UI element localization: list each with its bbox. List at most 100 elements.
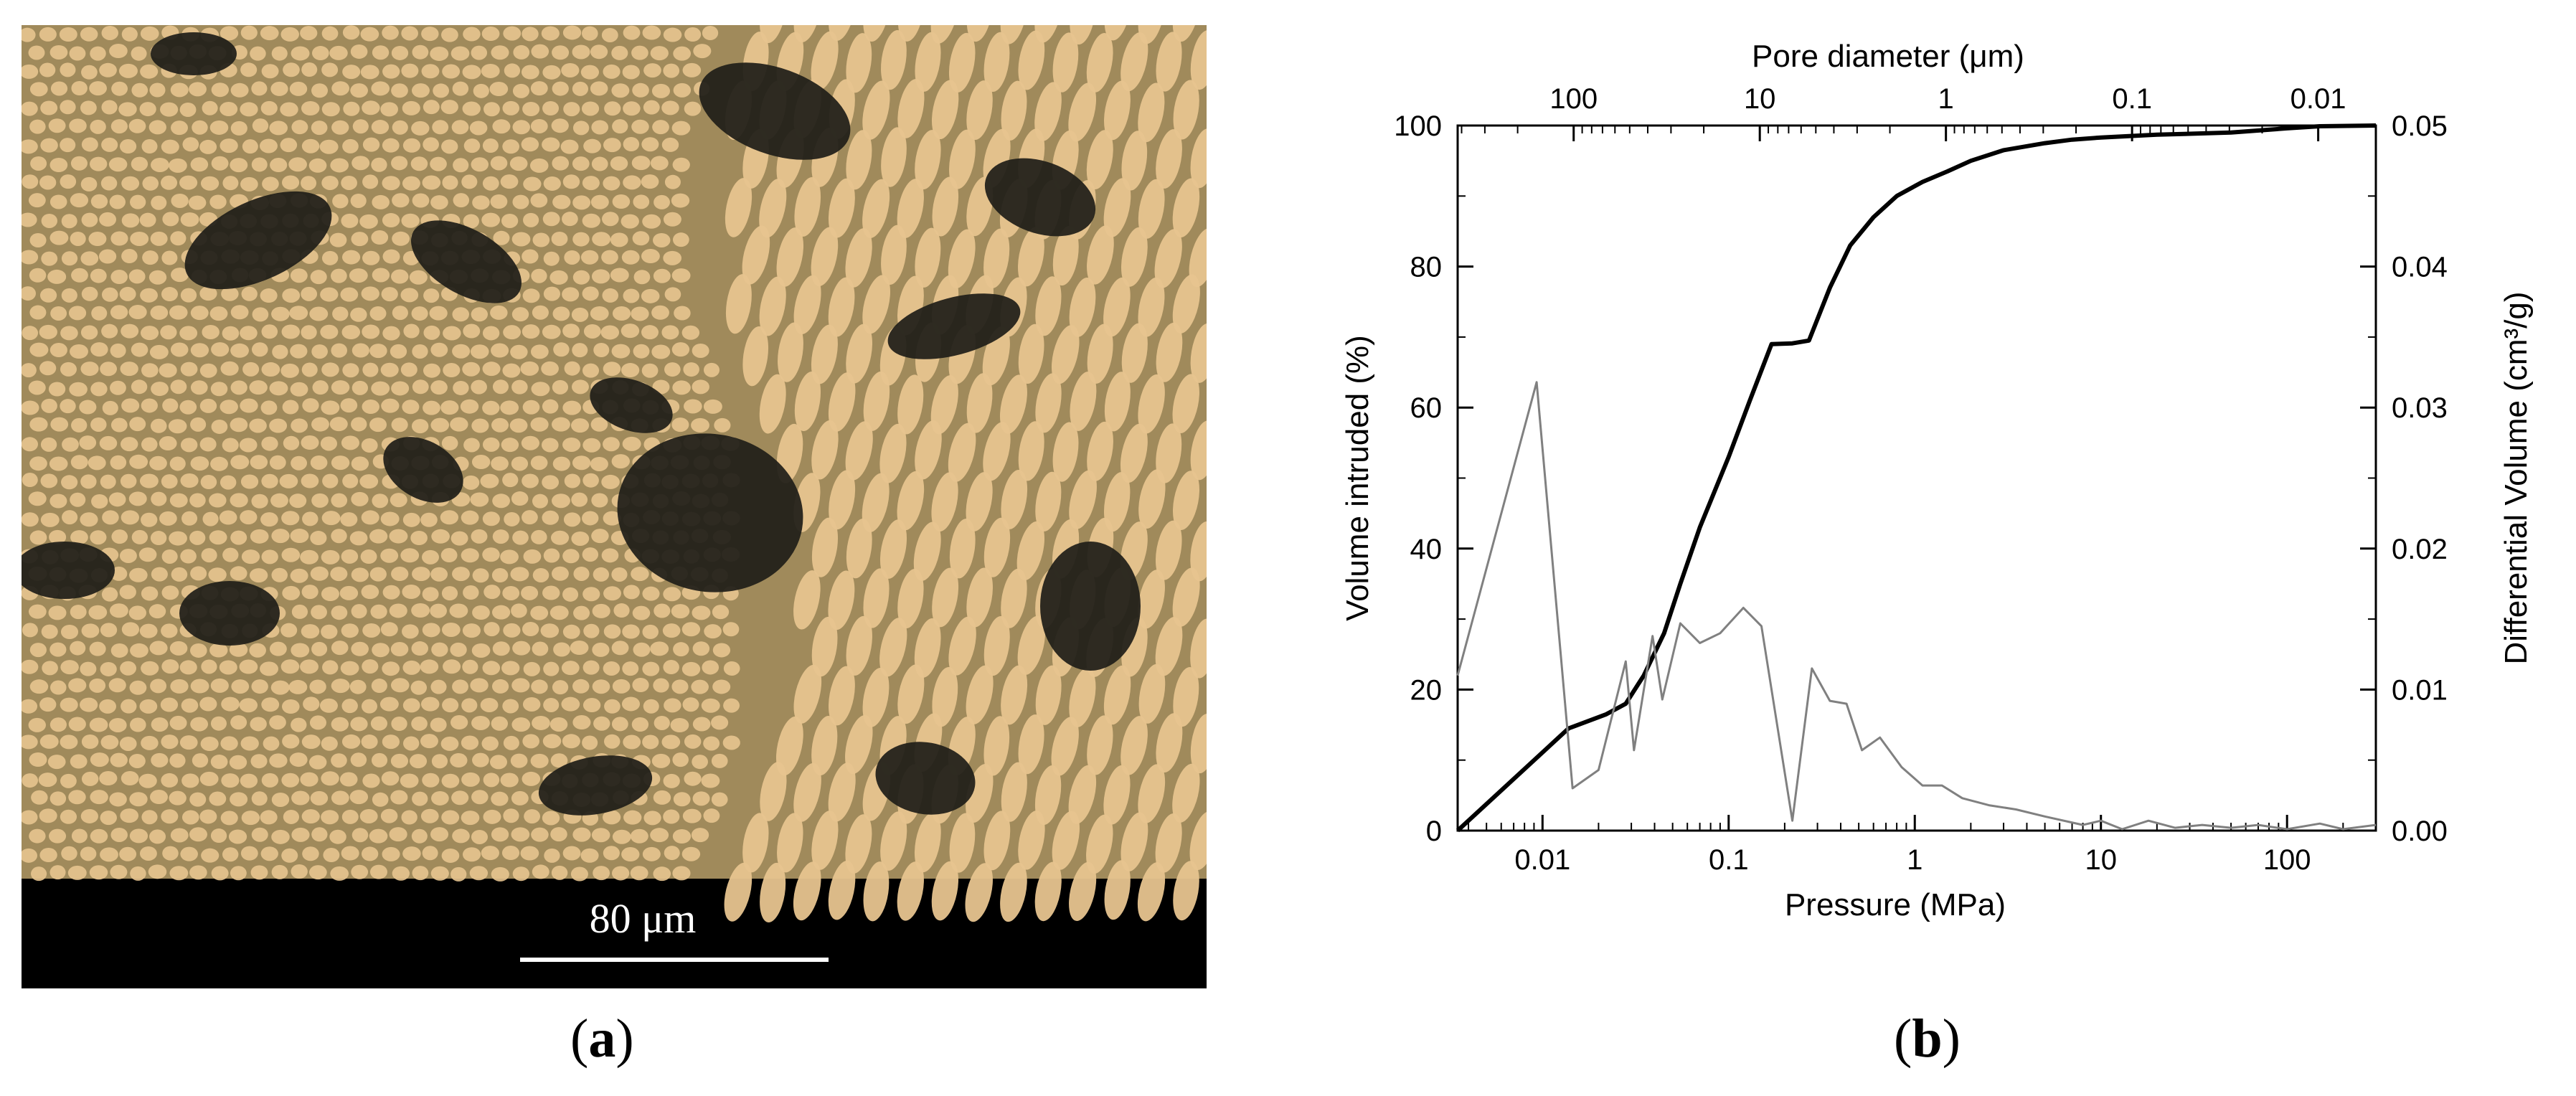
fiber: [341, 809, 359, 824]
fiber: [682, 808, 702, 823]
fiber: [22, 174, 39, 189]
fiber: [119, 846, 137, 861]
fiber: [309, 715, 326, 730]
fiber: [148, 120, 166, 135]
fiber: [672, 866, 691, 881]
fiber: [641, 363, 659, 378]
fiber: [270, 493, 288, 508]
fiber: [470, 344, 489, 359]
fiber: [389, 603, 407, 618]
fiber: [520, 361, 539, 376]
fiber: [349, 679, 367, 694]
fiber: [149, 641, 168, 656]
fiber: [141, 512, 158, 527]
fiber: [70, 344, 88, 359]
fiber: [402, 585, 421, 600]
fiber: [61, 475, 78, 490]
y-right-tick-label: 0.05: [2392, 110, 2448, 142]
fiber: [542, 137, 560, 152]
fiber: [601, 548, 619, 563]
fiber: [109, 44, 128, 59]
fiber: [481, 212, 501, 227]
fiber: [723, 661, 740, 676]
fiber: [641, 288, 660, 303]
fiber: [582, 176, 600, 191]
fiber: [261, 436, 278, 451]
fiber: [49, 865, 66, 880]
fiber: [1070, 372, 1097, 431]
fiber: [1155, 813, 1182, 873]
fiber: [402, 512, 420, 527]
fiber: [631, 45, 648, 60]
fiber: [90, 156, 108, 171]
fiber: [543, 548, 560, 563]
fiber: [914, 813, 941, 873]
fiber: [501, 661, 520, 676]
fiber: [121, 622, 140, 637]
fiber: [200, 176, 220, 191]
fiber: [362, 250, 380, 265]
fiber: [382, 213, 400, 228]
fiber: [1051, 325, 1080, 384]
fiber: [69, 118, 87, 133]
fiber: [420, 696, 440, 712]
fiber: [380, 808, 398, 823]
fiber: [452, 679, 468, 694]
fiber: [560, 139, 579, 154]
fiber: [29, 268, 47, 283]
fiber: [300, 26, 318, 41]
fiber: [392, 866, 410, 881]
fiber: [1156, 32, 1182, 92]
fiber: [491, 791, 509, 806]
fiber: [632, 231, 650, 246]
fiber: [542, 65, 561, 80]
fiber: [879, 618, 907, 677]
fiber: [492, 379, 509, 395]
fiber: [108, 492, 126, 507]
fiber: [40, 138, 58, 153]
fiber: [432, 120, 449, 135]
fiber: [70, 231, 86, 246]
fiber: [401, 26, 418, 41]
fiber: [38, 773, 57, 788]
fiber: [331, 343, 348, 358]
fiber: [491, 866, 509, 882]
fiber: [482, 326, 500, 341]
fiber: [1120, 812, 1148, 871]
fiber: [641, 325, 659, 340]
fiber: [230, 530, 247, 545]
fiber: [573, 566, 590, 581]
fiber: [21, 101, 38, 116]
fiber: [21, 437, 39, 452]
fiber: [100, 847, 118, 862]
fiber: [110, 417, 128, 433]
fiber: [966, 567, 993, 628]
fiber: [712, 605, 730, 620]
fiber: [311, 83, 328, 98]
fiber: [612, 119, 628, 134]
fiber: [350, 717, 368, 732]
fiber: [402, 736, 420, 751]
fiber: [390, 753, 409, 768]
fiber: [390, 344, 407, 359]
x-tick-label: 0.01: [1514, 844, 1570, 876]
fiber: [483, 622, 500, 637]
fiber: [210, 755, 228, 770]
fiber: [470, 678, 489, 693]
fiber: [60, 100, 76, 115]
fiber: [712, 643, 731, 658]
fiber: [119, 736, 137, 751]
fiber: [19, 810, 38, 825]
fiber: [402, 138, 421, 153]
fiber: [29, 82, 48, 97]
fiber: [110, 231, 128, 246]
fiber: [240, 398, 258, 413]
fiber: [612, 194, 631, 209]
fiber: [19, 286, 37, 301]
fiber: [130, 643, 148, 658]
fiber: [50, 81, 68, 96]
fiber: [252, 307, 269, 322]
fiber: [544, 848, 560, 863]
fiber: [1001, 762, 1027, 822]
fiber: [643, 699, 659, 714]
